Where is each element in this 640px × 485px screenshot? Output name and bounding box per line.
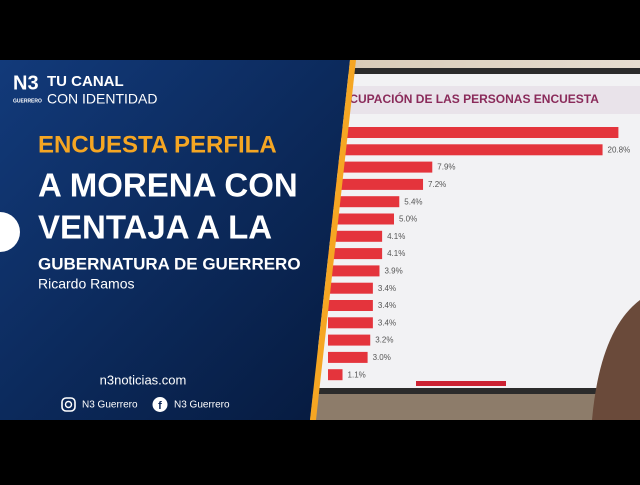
accent-stripe [310,60,356,420]
brand-line: CON IDENTIDAD [47,91,157,107]
bar-label: 4.1% [387,249,405,258]
bar [328,317,373,329]
bar [328,300,373,311]
social-handle: N3 Guerrero [174,400,230,411]
logo: N3 [13,72,39,94]
facebook-icon: f [158,400,162,412]
screen-footer [416,381,506,386]
bar-label: 3.4% [378,301,396,310]
headline: A MORENA CON [38,167,298,204]
bar-label: 3.2% [375,336,393,345]
bar [328,282,373,294]
bar [328,161,433,173]
bar-label: 3.4% [378,318,396,327]
bar-label: 5.0% [399,215,417,224]
decor-circle [0,212,20,252]
facebook-icon [152,397,168,412]
bar [328,369,343,381]
bar [328,248,383,260]
photo-floor [300,392,640,420]
bar [328,144,603,156]
logo-sub: GUERRERO [13,98,42,104]
bar [328,127,619,138]
bar [328,351,368,363]
website: n3noticias.com [100,372,187,387]
left-panel [0,60,350,420]
bar-label: 20.8% [608,145,631,154]
bar-label: 4.1% [387,232,405,241]
bar [328,178,424,190]
person [592,300,640,420]
instagram-icon [64,400,73,409]
bar [328,230,383,242]
headline: GUBERNATURA DE GUERRERO [38,254,301,273]
screen-title-bar [330,86,640,114]
author: Ricardo Ramos [38,276,134,292]
bar [328,334,371,346]
bar-label: 5.4% [404,197,422,206]
bar [328,213,394,225]
bar-chart: 20.8% 7.9% 7.2% 5.4% 5.0% 4.1% 4.1% 3.9% 3.4% 3.4… [328,127,631,381]
bar-label: 3.4% [378,284,396,293]
headline: VENTAJA A LA [38,209,272,246]
bar-label: 3.0% [373,353,391,362]
bar-label: 1.1% [348,370,366,379]
screen-title: OCUPACIÓN DE LAS PERSONAS ENCUESTA [340,91,599,106]
brand-line: TU CANAL [47,73,124,90]
instagram-icon [61,397,76,412]
bar [328,196,400,208]
headline-kicker: ENCUESTA PERFILA [38,131,277,158]
bar-label: 7.9% [437,163,455,172]
social-handle: N3 Guerrero [82,400,138,411]
bar-label: 7.2% [428,180,446,189]
bar [328,265,380,277]
bar-label: 3.9% [384,267,402,276]
